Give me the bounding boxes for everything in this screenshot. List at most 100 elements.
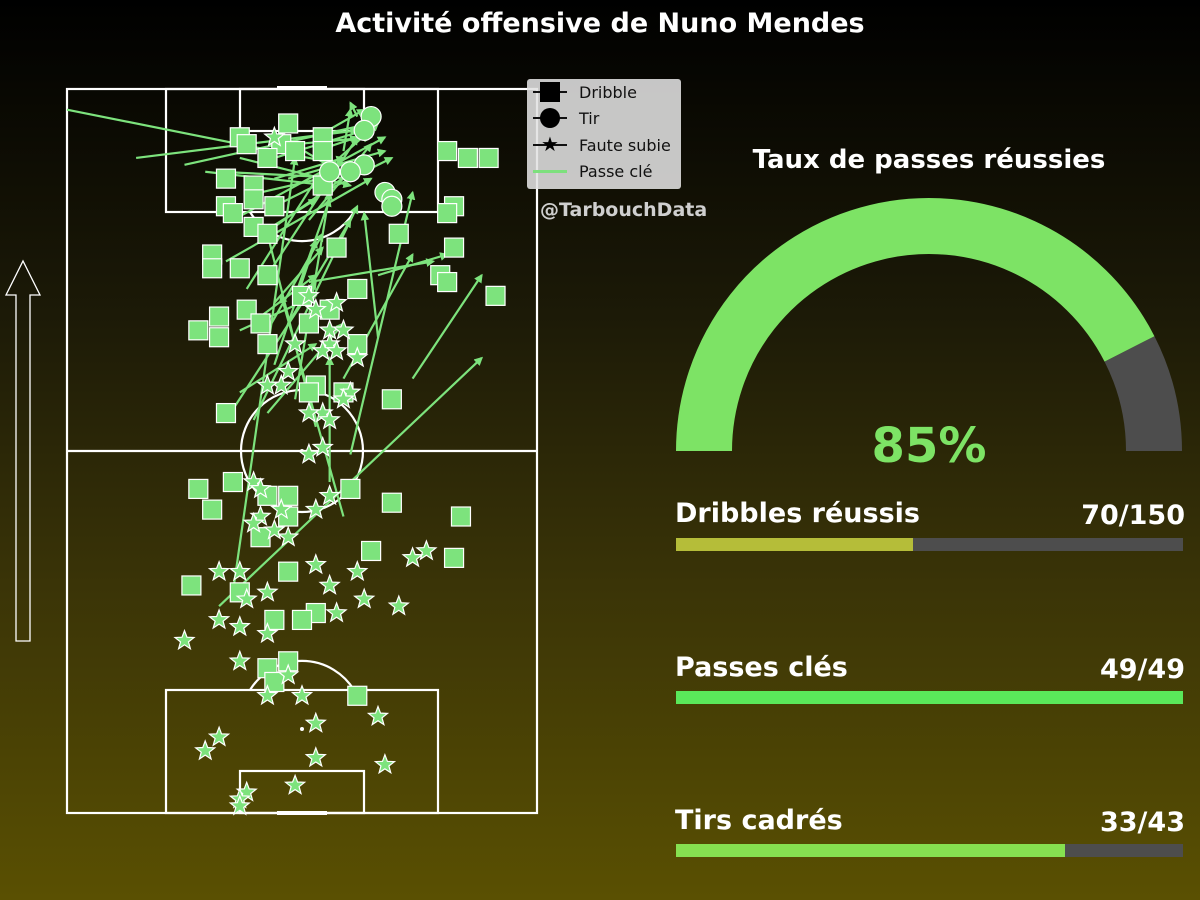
- dribble-marker: [312, 140, 333, 162]
- dribble-marker: [361, 540, 382, 562]
- foul-won-marker: [256, 580, 279, 602]
- chart-title: Activité offensive de Nuno Mendes: [335, 8, 865, 39]
- dribble-marker: [208, 327, 230, 348]
- foul-won-marker: [277, 525, 300, 547]
- stat-value-passes: 49/49: [1099, 654, 1185, 685]
- dribble-marker: [229, 258, 250, 279]
- foul-won-marker: [256, 373, 279, 395]
- stat-bar-fill-tirs: [676, 844, 1066, 857]
- dribble-marker: [381, 492, 402, 513]
- dribble-marker: [202, 499, 223, 520]
- foul-won-marker: [318, 408, 341, 430]
- dribble-marker: [222, 471, 243, 493]
- stat-bar-dribbles: [676, 538, 1183, 551]
- foul-won-marker: [256, 621, 279, 644]
- dribble-marker: [437, 140, 458, 162]
- stat-label-dribbles: Dribbles réussis: [675, 498, 920, 529]
- dribble-marker: [388, 223, 409, 244]
- dribble-marker: [222, 203, 243, 224]
- foul-won-marker: [325, 601, 348, 623]
- foul-won-marker: [283, 332, 307, 354]
- key-pass-arrow: [287, 218, 352, 325]
- foul-won-marker: [401, 546, 424, 568]
- dribble-marker: [278, 113, 299, 134]
- attack-direction-arrow: [4, 259, 42, 642]
- square-marker-icon: [540, 82, 560, 102]
- gauge-value: 85%: [871, 418, 987, 474]
- key-pass-arrow: [377, 252, 449, 277]
- foul-won-marker: [228, 794, 251, 816]
- key-pass-arrow: [225, 177, 373, 263]
- shot-marker: [353, 119, 375, 141]
- dribble-marker: [437, 271, 458, 293]
- stat-bar-fill-dribbles: [676, 538, 913, 551]
- dribble-marker: [236, 134, 257, 155]
- foul-won-marker: [304, 746, 327, 768]
- dribble-marker: [257, 223, 278, 244]
- foul-won-marker: [318, 484, 341, 506]
- stat-value-dribbles: 70/150: [1081, 500, 1185, 531]
- key-pass-arrow: [342, 107, 354, 152]
- dribble-marker: [208, 306, 230, 327]
- shot-marker: [381, 195, 403, 217]
- dribble-marker: [257, 265, 278, 286]
- foul-won-marker: [415, 539, 438, 561]
- legend-item-tir: Tir: [533, 105, 599, 131]
- foul-won-marker: [366, 704, 390, 726]
- foul-won-marker: [277, 663, 300, 685]
- dribble-marker: [485, 285, 506, 306]
- foul-won-marker: [387, 594, 410, 616]
- foul-won-marker: [297, 284, 321, 306]
- legend-label: Faute subie: [579, 135, 671, 155]
- foul-won-marker: [353, 587, 376, 609]
- stat-label-tirs: Tirs cadrés: [675, 805, 843, 836]
- foul-won-marker: [373, 752, 397, 775]
- dribble-marker: [278, 561, 299, 582]
- shot-marker: [339, 161, 361, 183]
- stat-bar-passes: [676, 691, 1183, 704]
- foul-won-marker: [304, 711, 327, 733]
- foul-won-marker: [256, 684, 279, 706]
- dribble-marker: [326, 237, 347, 258]
- dribble-marker: [478, 147, 499, 169]
- dribble-marker: [188, 320, 209, 341]
- circle-marker-icon: [540, 108, 560, 128]
- dribble-marker: [291, 609, 313, 631]
- foul-won-marker: [297, 442, 321, 464]
- key-pass-arrow: [278, 294, 345, 517]
- foul-won-marker: [277, 359, 300, 382]
- foul-won-marker: [332, 318, 355, 340]
- stat-value-tirs: 33/43: [1099, 807, 1185, 838]
- foul-won-marker: [242, 511, 265, 533]
- dribble-marker: [347, 278, 368, 300]
- foul-won-marker: [304, 497, 327, 520]
- dribble-marker: [215, 168, 237, 189]
- dribble-marker: [298, 313, 320, 334]
- legend-label: Dribble: [579, 82, 637, 102]
- dribble-marker: [381, 389, 402, 410]
- star-marker-icon: ★: [541, 132, 559, 156]
- foul-won-marker: [228, 615, 251, 637]
- foul-won-marker: [332, 387, 355, 409]
- watermark: @TarbouchData: [540, 199, 708, 221]
- foul-won-marker: [173, 628, 196, 651]
- dribble-marker: [264, 196, 285, 217]
- dribble-marker: [340, 478, 361, 500]
- dribble-marker: [443, 547, 465, 568]
- dribble-marker: [181, 575, 202, 596]
- foul-won-marker: [207, 559, 231, 582]
- foul-won-marker: [228, 560, 251, 582]
- foul-won-marker: [297, 401, 321, 423]
- dribble-marker: [284, 140, 306, 162]
- legend: Dribble Tir ★ Faute subie Passe clé: [527, 79, 681, 189]
- foul-won-marker: [207, 725, 231, 747]
- dribble-marker: [450, 506, 472, 527]
- dribble-marker: [347, 685, 368, 706]
- line-marker-icon: [533, 170, 567, 173]
- dribble-marker: [264, 609, 285, 631]
- foul-won-marker: [228, 649, 251, 671]
- foul-won-marker: [318, 573, 341, 595]
- foul-won-marker: [290, 684, 314, 706]
- foul-won-marker: [325, 339, 348, 361]
